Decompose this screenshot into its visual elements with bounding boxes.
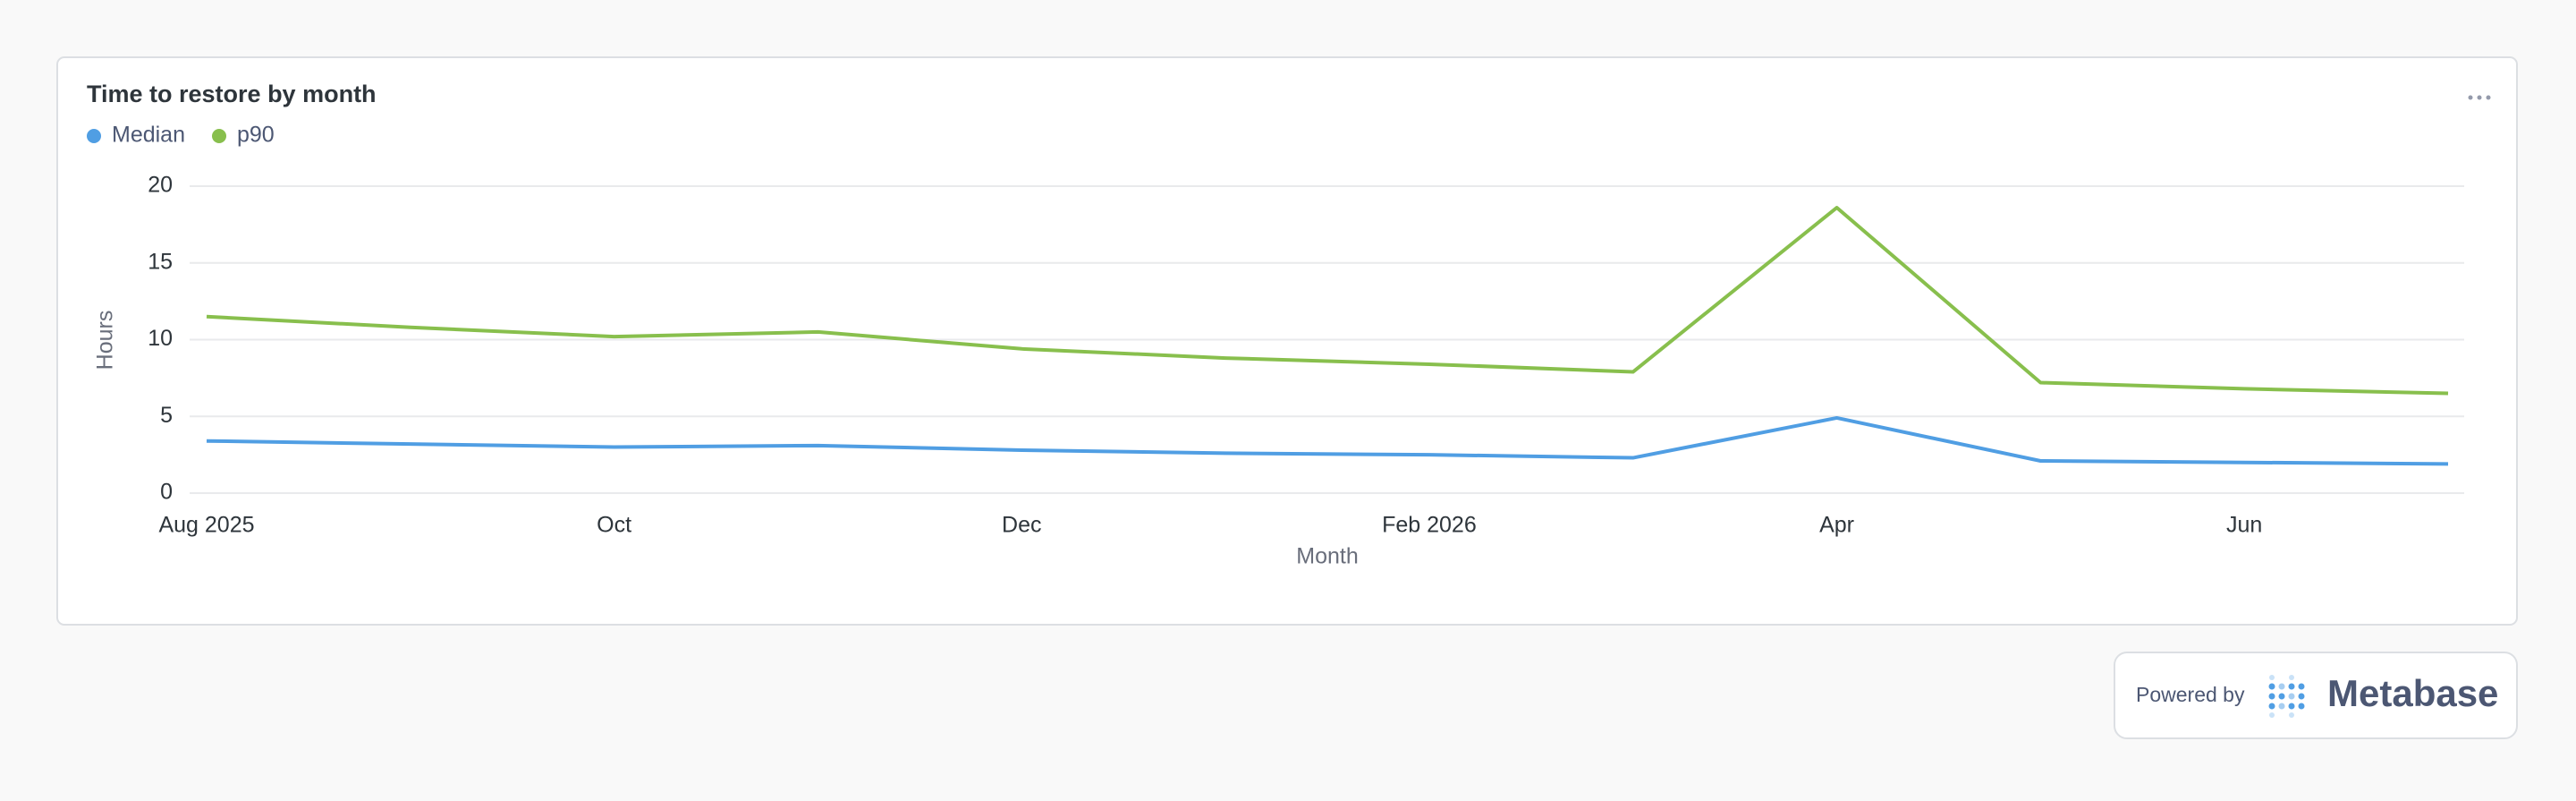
x-axis-label: Month <box>1296 544 1358 569</box>
y-tick-label: 10 <box>148 326 173 351</box>
y-tick-label: 15 <box>148 249 173 274</box>
x-tick-label: Jun <box>2226 513 2262 538</box>
legend-swatch <box>87 129 101 143</box>
plot: 0 5 10 15 20 Aug 2025 Oct Dec Feb 2026 Apr Jun <box>148 173 2464 538</box>
y-axis-label: Hours <box>93 311 118 371</box>
y-tick-label: 20 <box>148 173 173 198</box>
brand-text: Metabase <box>2327 672 2498 714</box>
card <box>56 56 2518 626</box>
metabase-logo <box>2268 675 2305 718</box>
series-line <box>206 206 2449 396</box>
legend-label: Median <box>112 123 185 148</box>
x-tick-label: Feb 2026 <box>1382 513 1477 538</box>
chart-title: Time to restore by month <box>87 81 377 107</box>
powered-by-badge[interactable] <box>2114 652 2518 739</box>
legend-swatch <box>212 129 226 143</box>
menu-button[interactable] <box>2468 95 2491 100</box>
y-tick-label: 0 <box>160 480 173 505</box>
legend: Median p90 <box>87 123 275 148</box>
x-tick-label: Aug 2025 <box>158 513 254 538</box>
y-tick-label: 5 <box>160 403 173 428</box>
x-tick-label: Apr <box>1819 513 1854 538</box>
x-tick-label: Oct <box>597 513 631 538</box>
x-tick-label: Dec <box>1002 513 1041 538</box>
legend-label: p90 <box>237 123 275 148</box>
powered-by-text: Powered by <box>2136 683 2245 706</box>
series-line <box>206 415 2449 466</box>
